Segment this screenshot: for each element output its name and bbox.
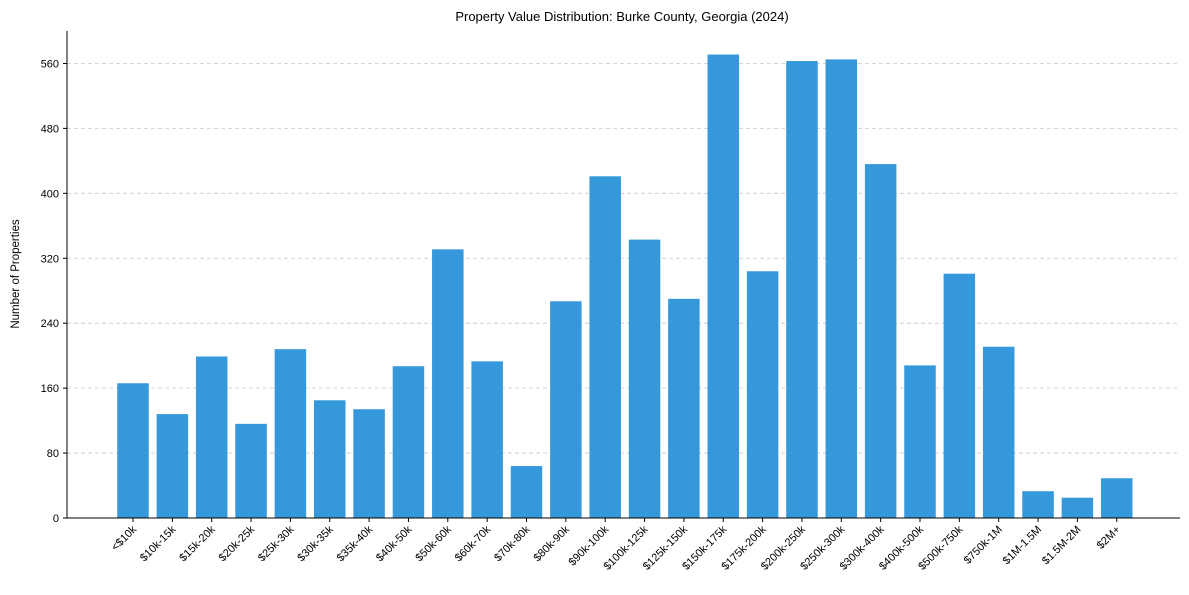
x-tick-label: $1M-1.5M: [1001, 524, 1045, 568]
x-tick-label: $60k-70k: [453, 523, 494, 564]
x-tick-label: $40k-50k: [374, 523, 415, 564]
chart-title: Property Value Distribution: Burke Count…: [455, 9, 788, 24]
x-tick-label: $1.5M-2M: [1040, 524, 1084, 568]
y-axis-label: Number of Properties: [10, 219, 22, 329]
bar-10: [510, 466, 543, 518]
bar-19: [864, 164, 897, 519]
y-tick-label: 160: [41, 383, 59, 395]
y-axis-ticks: 0 80 160 240 320 400 480 560: [41, 58, 67, 525]
x-tick-label: $30k-35k: [295, 523, 336, 564]
bar-15: [707, 54, 739, 518]
x-tick-label: $20k-25k: [217, 523, 258, 564]
bar-22: [982, 346, 1015, 518]
bar-8: [432, 249, 464, 518]
x-tick-label: $10k-15k: [138, 523, 179, 564]
bar-4: [274, 349, 307, 518]
x-tick-label: $15k-20k: [177, 523, 218, 564]
bar-1: [156, 414, 189, 518]
bar-23: [1022, 491, 1054, 518]
x-tick-label: <$10k: [109, 523, 139, 553]
y-tick-label: 560: [41, 58, 59, 70]
bar-2: [195, 356, 228, 518]
bar-0: [117, 383, 149, 518]
bar-25: [1101, 478, 1133, 518]
x-tick-label: $80k-90k: [531, 523, 572, 564]
x-tick-label: $2M+: [1095, 524, 1123, 552]
bar-18: [825, 59, 858, 518]
bar-16: [746, 271, 779, 518]
bar-5: [314, 400, 346, 518]
bar-14: [668, 298, 700, 518]
y-tick-label: 80: [47, 448, 59, 460]
y-tick-label: 320: [41, 253, 59, 265]
bar-7: [392, 366, 425, 518]
x-tick-label: $750k-1M: [962, 524, 1005, 567]
bar-11: [550, 301, 582, 518]
grid-lines: [67, 63, 1180, 454]
y-tick-label: 480: [41, 123, 59, 135]
axes: [66, 31, 1180, 519]
x-tick-label: $35k-40k: [335, 523, 376, 564]
x-axis-ticks: <$10k$10k-15k$15k-20k$20k-25k$25k-30k$30…: [109, 518, 1123, 573]
bar-9: [471, 361, 503, 518]
y-tick-label: 400: [41, 188, 59, 200]
bar-6: [353, 409, 385, 518]
x-tick-label: $25k-30k: [256, 523, 297, 564]
bar-17: [786, 61, 818, 518]
x-tick-label: $70k-80k: [492, 523, 533, 564]
bar-13: [628, 239, 661, 518]
y-tick-label: 0: [53, 513, 59, 525]
y-tick-label: 240: [41, 318, 59, 330]
bar-3: [235, 423, 267, 518]
bars: [117, 54, 1133, 519]
bar-24: [1061, 497, 1094, 518]
bar-21: [943, 273, 976, 518]
bar-12: [589, 176, 621, 519]
x-tick-label: $50k-60k: [413, 523, 454, 564]
bar-20: [904, 365, 936, 518]
